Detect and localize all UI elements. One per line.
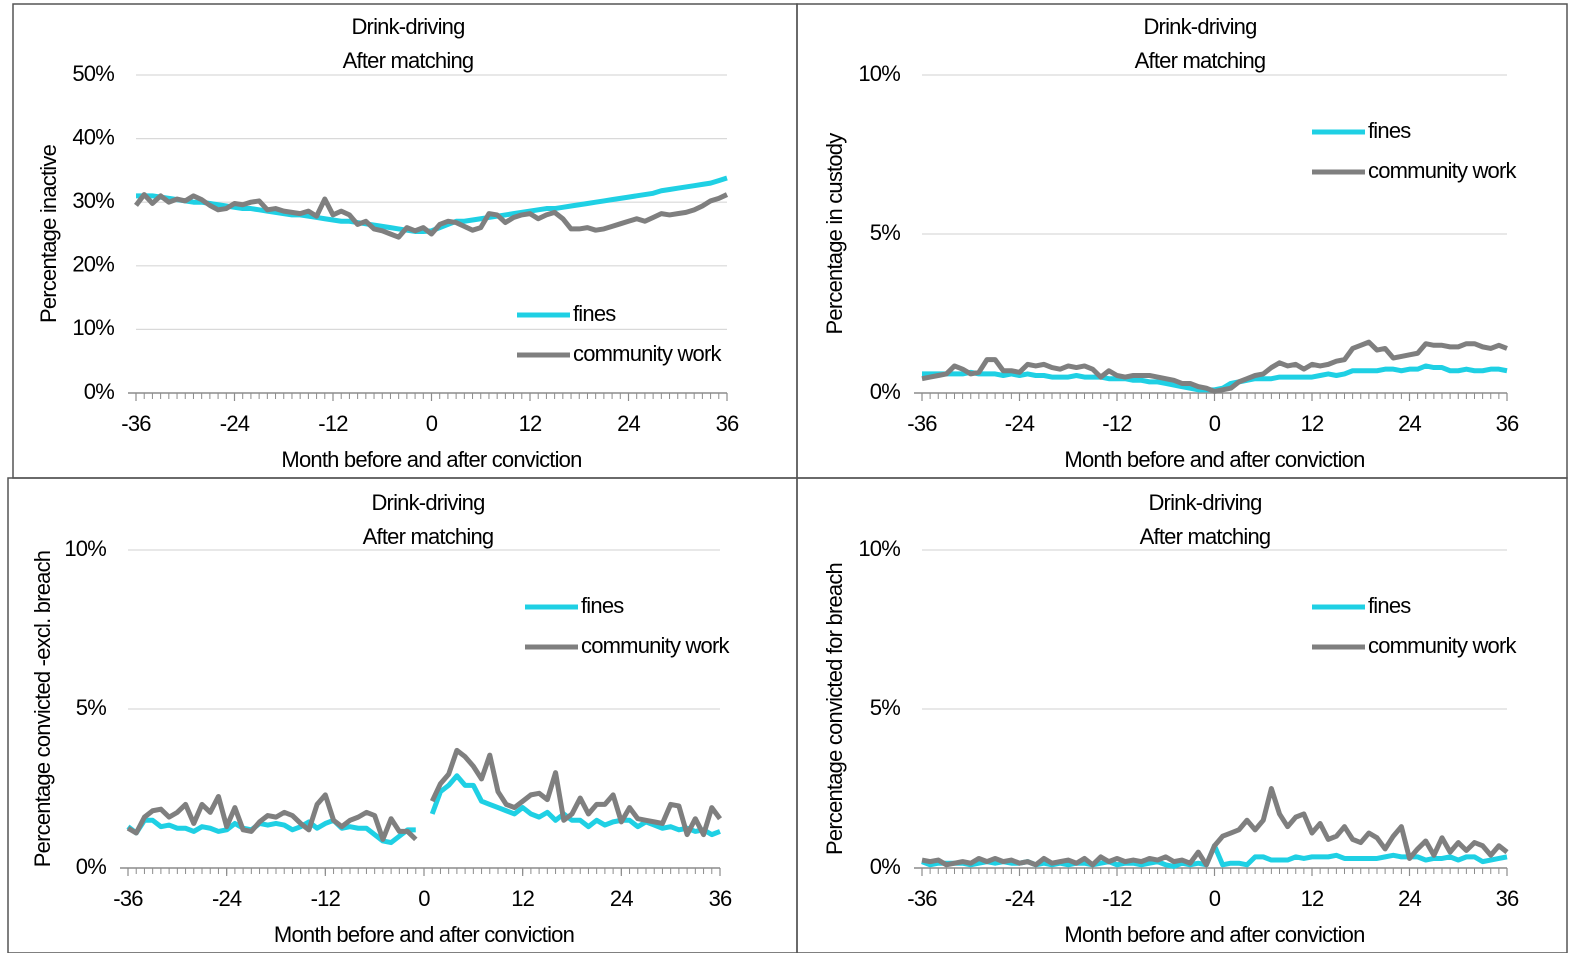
y-tick-label: 0% xyxy=(870,379,900,404)
y-tick-label: 10% xyxy=(858,61,900,86)
x-tick-label: -12 xyxy=(318,411,348,436)
y-tick-label: 20% xyxy=(72,252,114,277)
y-axis-label: Percentage inactive xyxy=(36,144,61,323)
x-tick-label: -24 xyxy=(1005,411,1035,436)
y-tick-label: 5% xyxy=(76,695,106,720)
y-axis-label: Percentage convicted -excl. breach xyxy=(30,551,55,867)
x-tick-label: 36 xyxy=(709,886,732,911)
x-tick-label: -36 xyxy=(113,886,143,911)
y-tick-label: 0% xyxy=(870,854,900,879)
x-axis-label: Month before and after conviction xyxy=(1064,922,1364,947)
x-tick-label: 24 xyxy=(617,411,640,436)
y-tick-label: 40% xyxy=(72,124,114,149)
y-tick-label: 0% xyxy=(84,379,114,404)
y-tick-label: 10% xyxy=(858,536,900,561)
x-tick-label: 0 xyxy=(426,411,438,436)
x-tick-label: 12 xyxy=(511,886,534,911)
chart-title: Drink-driving xyxy=(1143,14,1256,39)
chart-subtitle: After matching xyxy=(1135,48,1266,73)
chart-title: Drink-driving xyxy=(351,14,464,39)
panel-border xyxy=(796,477,1568,953)
y-tick-label: 5% xyxy=(870,695,900,720)
legend-label: community work xyxy=(581,633,731,658)
x-tick-label: 0 xyxy=(1209,886,1221,911)
chart-title: Drink-driving xyxy=(1148,490,1261,515)
legend-label: fines xyxy=(1368,593,1411,618)
y-tick-label: 50% xyxy=(72,61,114,86)
x-tick-label: 36 xyxy=(1496,886,1519,911)
x-tick-label: -36 xyxy=(907,411,937,436)
legend-label: fines xyxy=(581,593,624,618)
x-tick-label: 24 xyxy=(1398,411,1421,436)
series-line xyxy=(126,747,723,842)
x-tick-label: 24 xyxy=(1398,886,1421,911)
x-tick-label: 36 xyxy=(1496,411,1519,436)
x-tick-label: -36 xyxy=(121,411,151,436)
series-line xyxy=(921,339,1508,394)
series-line xyxy=(134,192,729,240)
x-axis-label: Month before and after conviction xyxy=(281,447,581,472)
x-tick-label: 24 xyxy=(610,886,633,911)
legend-label: fines xyxy=(573,301,616,326)
x-tick-label: -24 xyxy=(1005,886,1035,911)
chart-title: Drink-driving xyxy=(371,490,484,515)
chart-subtitle: After matching xyxy=(1140,524,1271,549)
series-line xyxy=(126,773,721,846)
x-tick-label: 12 xyxy=(519,411,542,436)
y-tick-label: 0% xyxy=(76,854,106,879)
x-tick-label: -12 xyxy=(1102,886,1132,911)
x-tick-label: -12 xyxy=(311,886,341,911)
x-tick-label: 0 xyxy=(1209,411,1221,436)
series-line xyxy=(921,786,1509,868)
x-tick-label: -24 xyxy=(212,886,242,911)
x-tick-label: -36 xyxy=(907,886,937,911)
legend-label: community work xyxy=(573,341,723,366)
x-tick-label: 12 xyxy=(1301,411,1324,436)
x-axis-label: Month before and after conviction xyxy=(1064,447,1364,472)
y-tick-label: 5% xyxy=(870,220,900,245)
y-tick-label: 10% xyxy=(64,536,106,561)
legend-label: community work xyxy=(1368,633,1518,658)
y-axis-label: Percentage convicted for breach xyxy=(822,563,847,855)
y-axis-label: Percentage in custody xyxy=(822,133,847,335)
legend-label: fines xyxy=(1368,118,1411,143)
y-tick-label: 30% xyxy=(72,188,114,213)
chart-subtitle: After matching xyxy=(343,48,474,73)
x-tick-label: -24 xyxy=(220,411,250,436)
y-tick-label: 10% xyxy=(72,315,114,340)
x-tick-label: 12 xyxy=(1301,886,1324,911)
x-axis-label: Month before and after conviction xyxy=(274,922,574,947)
x-tick-label: 36 xyxy=(716,411,739,436)
chart-subtitle: After matching xyxy=(363,524,494,549)
x-tick-label: -12 xyxy=(1102,411,1132,436)
legend-label: community work xyxy=(1368,158,1518,183)
x-tick-label: 0 xyxy=(418,886,430,911)
